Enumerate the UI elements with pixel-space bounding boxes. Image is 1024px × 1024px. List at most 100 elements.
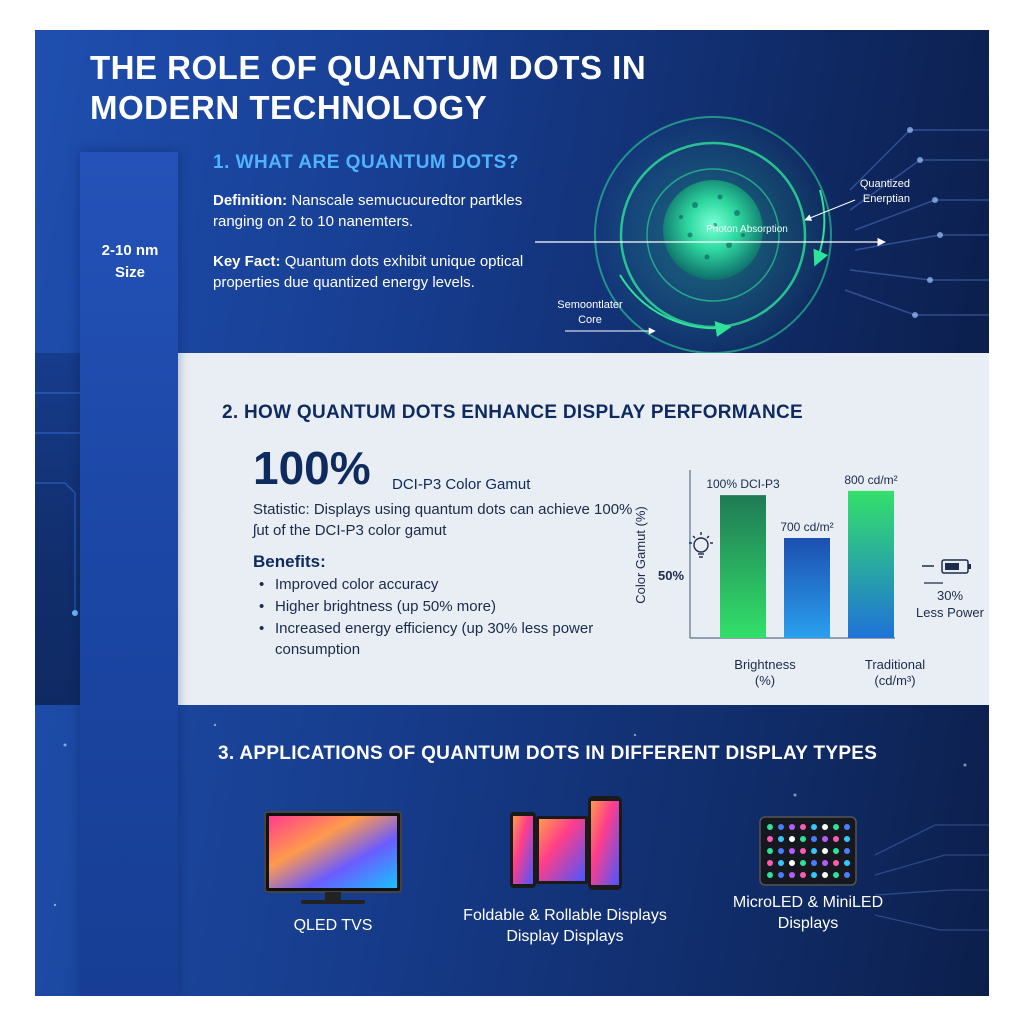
orbit-outer (594, 116, 832, 353)
led-dot (778, 836, 784, 842)
foldable-phone-icon (510, 796, 622, 890)
benefits-list: Improved color accuracy Higher brightnes… (257, 574, 617, 661)
y-axis-label: Color Gamut (%) (633, 506, 648, 604)
orbit-arrow-right (813, 189, 829, 267)
bar (848, 490, 894, 638)
led-dot (833, 848, 839, 854)
y-annotation: 50% (658, 568, 684, 583)
x-label-traditional-unit: (cd/m³) (874, 673, 915, 688)
led-dot (767, 860, 773, 866)
led-dot (778, 824, 784, 830)
led-dot (778, 872, 784, 878)
led-dot (844, 824, 850, 830)
app-label-line1: Foldable & Rollable Displays (463, 907, 667, 924)
led-dot (822, 872, 828, 878)
benefit-item: Improved color accuracy (257, 574, 617, 595)
led-dot (822, 848, 828, 854)
led-dot (833, 824, 839, 830)
statistic-text: Statistic: Displays using quantum dots c… (253, 501, 633, 539)
section3-heading: 3. APPLICATIONS OF QUANTUM DOTS IN DIFFE… (218, 743, 878, 764)
app-label-line2: Display Displays (506, 928, 624, 945)
led-dot (811, 824, 817, 830)
benefits-title: Benefits: (253, 552, 326, 571)
section1-heading: 1. WHAT ARE QUANTUM DOTS? (213, 152, 519, 173)
led-dot (811, 872, 817, 878)
orbit-arrow-bottom (619, 274, 732, 337)
size-bar (80, 152, 178, 996)
benefit-item: Increased energy efficiency (up 30% less… (257, 618, 617, 660)
battery-icon (922, 559, 971, 574)
led-dot (789, 860, 795, 866)
x-label-brightness-unit: (%) (755, 673, 775, 688)
led-dot (833, 872, 839, 878)
key-fact-body: Quantum dots exhibit unique optical prop… (213, 253, 524, 291)
key-fact-label: Key Fact: (213, 253, 281, 270)
led-dot (767, 872, 773, 878)
led-dot (844, 836, 850, 842)
circuit-decoration-bottom (53, 723, 989, 931)
quantized-pointer (804, 199, 856, 221)
tv-icon (264, 811, 402, 904)
benefit-item: Higher brightness (up 50% more) (257, 596, 617, 617)
led-dot (833, 860, 839, 866)
x-label-traditional: Traditional (865, 657, 925, 672)
led-dot (778, 848, 784, 854)
core-particles (679, 194, 745, 260)
performance-chart: Color Gamut (%) 50% 100% DCI-P3 700 cd/m²… (625, 450, 989, 690)
led-dot (767, 848, 773, 854)
led-dot (778, 860, 784, 866)
led-dot (811, 836, 817, 842)
page-title: THE ROLE OF QUANTUM DOTS IN MODERN TECHN… (90, 49, 647, 126)
app-foldable-displays: Foldable & Rollable Displays Display Dis… (460, 790, 670, 947)
led-dot (822, 836, 828, 842)
app-microled-displays: MicroLED & MiniLED Displays (718, 815, 898, 934)
lightbulb-icon (689, 532, 713, 558)
size-value: 2-10 nm (101, 242, 159, 259)
led-grid-icon (759, 816, 857, 886)
led-dot (844, 872, 850, 878)
led-dot (800, 824, 806, 830)
led-dot (789, 848, 795, 854)
orbit-inner (646, 168, 780, 302)
bars: 100% DCI-P3 700 cd/m² 800 cd/m² (706, 473, 898, 638)
definition-body: Nanscale semucucuredtor partkles ranging… (213, 192, 523, 230)
core-label-1: Semoontlater (557, 299, 623, 311)
led-dot (822, 824, 828, 830)
led-dot (789, 836, 795, 842)
bar-chart: Color Gamut (%) 50% 100% DCI-P3 700 cd/m²… (633, 470, 985, 688)
bar (784, 538, 830, 638)
quantized-label-1: Quantized (860, 178, 910, 190)
bar-value-label: 100% DCI-P3 (706, 477, 780, 491)
led-dot (800, 872, 806, 878)
power-value: 30% (937, 588, 963, 603)
quantum-dot-core (663, 180, 763, 280)
app-label-line2: Displays (777, 915, 839, 932)
infographic: THE ROLE OF QUANTUM DOTS IN MODERN TECHN… (35, 30, 989, 996)
key-fact-text: Key Fact: Quantum dots exhibit unique op… (213, 251, 573, 293)
led-dot (800, 848, 806, 854)
app-label-line1: MicroLED & MiniLED (732, 894, 884, 911)
app-label: QLED TVS (293, 917, 373, 934)
app-qled-tv: QLED TVS (253, 810, 413, 936)
led-dot (844, 860, 850, 866)
size-label: 2-10 nm Size (85, 240, 175, 284)
size-caption: Size (114, 264, 145, 281)
quantum-dot-diagram: Photon Absorption Quantized Enerptian Se… (535, 110, 910, 353)
led-dot (800, 836, 806, 842)
bar (720, 495, 766, 638)
definition-label: Definition: (213, 192, 288, 209)
led-dot (822, 860, 828, 866)
led-dot (800, 860, 806, 866)
led-dot (811, 848, 817, 854)
section2-heading: 2. HOW QUANTUM DOTS ENHANCE DISPLAY PERF… (222, 402, 803, 423)
definition-text: Definition: Nanscale semucucuredtor part… (213, 190, 573, 232)
photon-label: Photon Absorption (706, 224, 788, 235)
led-dot (833, 836, 839, 842)
led-dot (844, 848, 850, 854)
x-label-brightness: Brightness (734, 657, 796, 672)
gamut-percentage: 100% (253, 442, 371, 494)
led-dot (767, 824, 773, 830)
bar-value-label: 700 cd/m² (780, 520, 833, 534)
led-dot (789, 824, 795, 830)
power-label: Less Power (916, 605, 985, 620)
